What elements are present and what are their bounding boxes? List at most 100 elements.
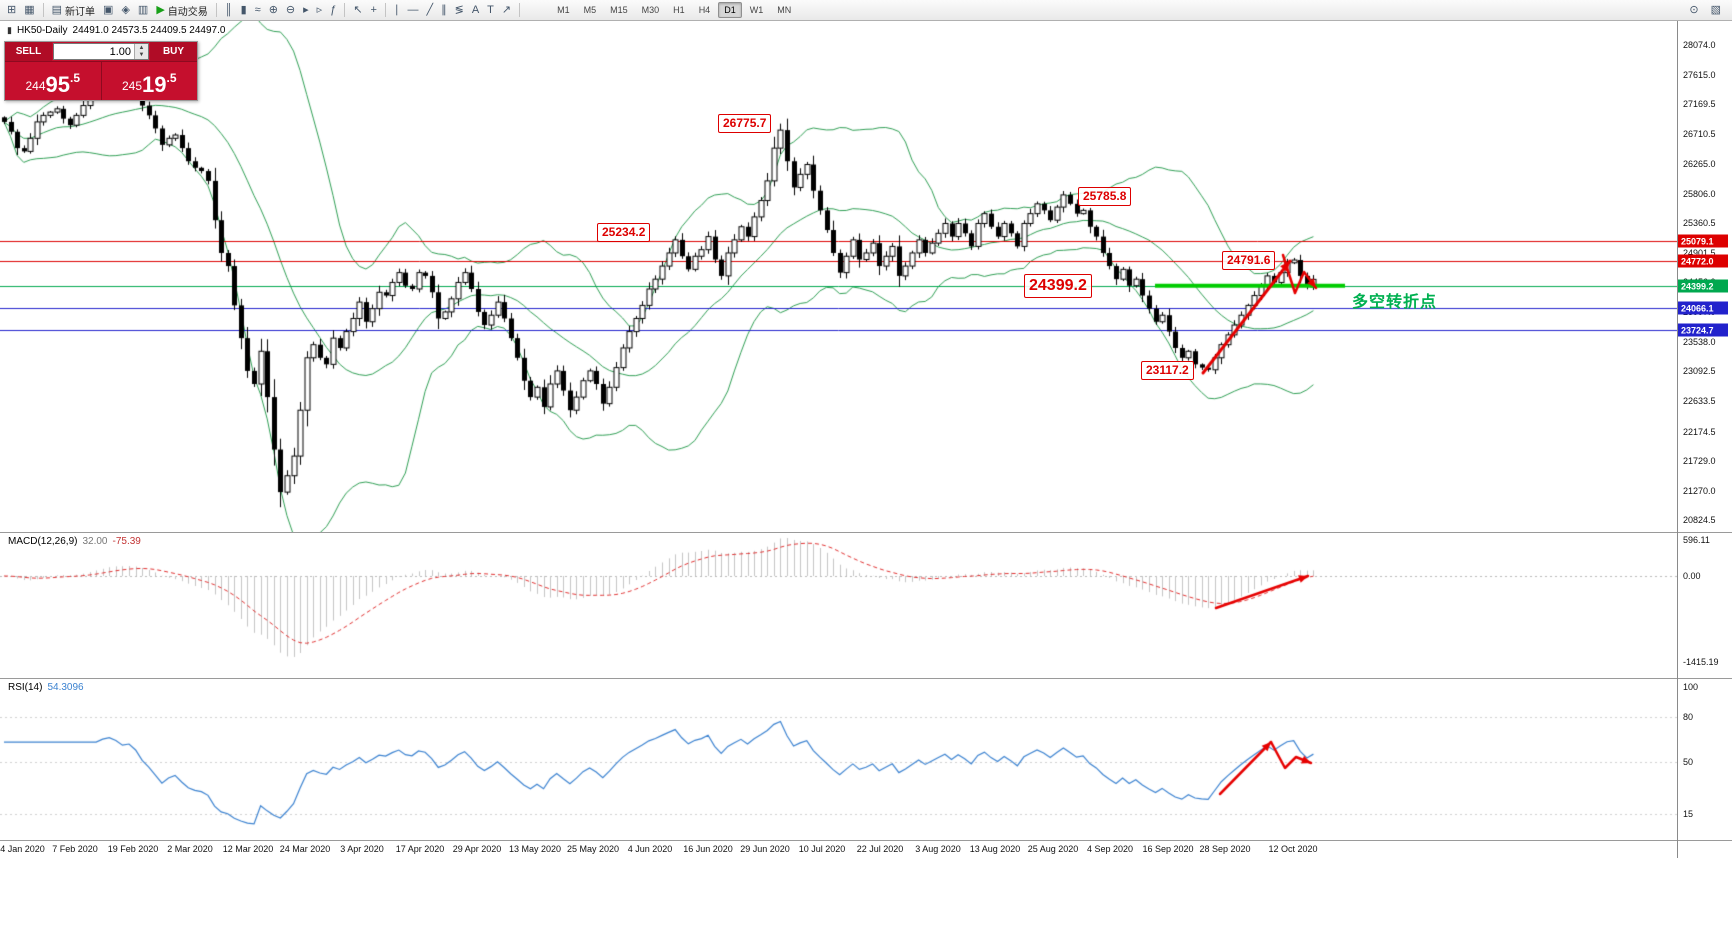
candlestick-mode[interactable]: ▮ xyxy=(237,1,251,20)
volume-value[interactable]: 1.00 xyxy=(109,45,131,58)
volume-field[interactable]: 1.00 ▲ ▼ xyxy=(53,43,149,60)
volume-down-button[interactable]: ▼ xyxy=(135,51,148,59)
date-axis-label: 16 Sep 2020 xyxy=(1142,844,1194,854)
price-note[interactable]: 25234.2 xyxy=(597,223,651,242)
zoom-in[interactable]: ⊕ xyxy=(265,1,282,20)
sell-price-big: 95 xyxy=(45,72,70,97)
new-order[interactable]: ▤ 新订单 xyxy=(48,1,99,20)
auto-trading-icon: ▶ xyxy=(156,3,165,16)
buy-price[interactable]: 245 19 .5 xyxy=(102,62,198,100)
price-note[interactable]: 26775.7 xyxy=(718,114,772,133)
rsi-panel-canvas[interactable] xyxy=(0,679,1677,840)
main-chart-canvas[interactable] xyxy=(0,21,1677,532)
new-chart-icon: ⊞ xyxy=(7,3,17,16)
price-note[interactable]: 24399.2 xyxy=(1024,274,1092,298)
indicators-icon: ƒ xyxy=(330,3,337,16)
layout-switch[interactable]: ▧ xyxy=(1707,1,1725,20)
turning-point-note[interactable]: 多空转折点 xyxy=(1352,294,1438,311)
trade-panel-prices: 244 95 .5 245 19 .5 xyxy=(5,62,197,100)
rsi-indicator-label: RSI(14) 54.3096 xyxy=(6,682,86,693)
price-axis-label: 21729.0 xyxy=(1682,455,1717,466)
price-axis-label: 20824.5 xyxy=(1682,515,1717,525)
rsi-axis-label: 50 xyxy=(1682,756,1695,767)
sell-price[interactable]: 244 95 .5 xyxy=(5,62,102,100)
macd-panel-canvas[interactable] xyxy=(0,533,1677,678)
bar-chart-mode[interactable]: ║ xyxy=(221,1,237,20)
date-axis-label: 2 Mar 2020 xyxy=(167,844,213,854)
text-tool[interactable]: A xyxy=(468,1,483,20)
date-axis-label: 17 Apr 2020 xyxy=(395,844,445,854)
profiles[interactable]: ▦ xyxy=(20,1,38,20)
auto-scroll-icon: ▸ xyxy=(303,3,309,16)
chart-ohlc: 24491.0 24573.5 24409.5 24497.0 xyxy=(72,25,226,36)
zoom-out[interactable]: ⊖ xyxy=(282,1,299,20)
new-chart[interactable]: ⊞ xyxy=(3,1,20,20)
data-window-icon: ◈ xyxy=(121,3,130,16)
profiles-icon: ▦ xyxy=(24,3,35,16)
date-axis-label: 4 Jun 2020 xyxy=(627,844,673,854)
timeframe-d1[interactable]: D1 xyxy=(718,2,742,18)
price-axis-label: 27169.5 xyxy=(1682,99,1717,110)
macd-axis-label: 596.11 xyxy=(1682,535,1711,545)
rsi-axis-label: 80 xyxy=(1682,711,1695,722)
price-note[interactable]: 23117.2 xyxy=(1141,361,1194,380)
panel-separator-macd[interactable] xyxy=(0,532,1732,533)
quick-search[interactable]: ⊙ xyxy=(1685,1,1702,20)
timeframe-w1[interactable]: W1 xyxy=(749,5,764,15)
timeframe-m1[interactable]: M1 xyxy=(557,5,570,15)
macd-axis-label: 0.00 xyxy=(1682,571,1702,581)
timeframe-mn[interactable]: MN xyxy=(777,5,792,15)
timeframe-m5[interactable]: M5 xyxy=(583,5,597,15)
trendline-tool-icon: ╱ xyxy=(426,3,434,16)
price-axis-label: 22633.5 xyxy=(1682,396,1717,407)
sell-button[interactable]: SELL xyxy=(5,42,52,61)
date-axis-label: 16 Jun 2020 xyxy=(683,844,733,854)
line-chart-mode[interactable]: ≈ xyxy=(251,1,265,20)
auto-trading[interactable]: ▶ 自动交易 xyxy=(152,1,211,20)
price-note[interactable]: 24791.6 xyxy=(1222,251,1276,270)
price-axis-label: 22174.5 xyxy=(1682,426,1717,437)
date-axis-label: 22 Jul 2020 xyxy=(856,844,904,854)
timeframe-m30[interactable]: M30 xyxy=(641,5,660,15)
horizontal-line-tool[interactable]: — xyxy=(403,1,422,20)
indicators[interactable]: ƒ xyxy=(326,1,340,20)
panel-separator-rsi[interactable] xyxy=(0,678,1732,679)
crosshair-tool[interactable]: + xyxy=(367,1,381,20)
auto-scroll[interactable]: ▸ xyxy=(299,1,313,20)
sell-price-frac: .5 xyxy=(70,71,81,85)
market-watch[interactable]: ▣ xyxy=(99,1,117,20)
zoom-in-icon: ⊕ xyxy=(268,3,278,16)
cursor-tool[interactable]: ↖ xyxy=(349,1,366,20)
date-axis-label: 10 Jul 2020 xyxy=(798,844,846,854)
buy-button[interactable]: BUY xyxy=(150,42,197,61)
rsi-value: 54.3096 xyxy=(47,682,84,693)
price-axis-border xyxy=(1677,21,1678,858)
line-chart-mode-icon: ≈ xyxy=(254,3,261,16)
channel-tool-icon: ∥ xyxy=(441,3,447,16)
toolbar-items: ⊞ ▦ ▤ 新订单 ▣ ◈ ▥ ▶ 自动交易 ║ ▮ ≈ ⊕ ⊖ ▸ ▹ ƒ ↖ + ∣ — ╱ ∥ ≶ A T ↗ xyxy=(3,1,524,20)
label-tool[interactable]: T xyxy=(483,1,498,20)
date-axis-label: 19 Feb 2020 xyxy=(107,844,159,854)
timeframe-group: M1 M5 M15 M30 H1 H4 D1 W1 MN xyxy=(550,2,798,18)
navigator[interactable]: ▥ xyxy=(134,1,152,20)
price-note[interactable]: 25785.8 xyxy=(1078,187,1132,206)
vertical-line-tool[interactable]: ∣ xyxy=(390,1,404,20)
fibonacci-tool[interactable]: ≶ xyxy=(451,1,468,20)
timeframe-h1[interactable]: H1 xyxy=(673,5,685,15)
date-axis-label: 3 Apr 2020 xyxy=(340,844,384,854)
market-watch-icon: ▣ xyxy=(103,3,114,16)
date-axis-label: 7 Feb 2020 xyxy=(52,844,98,854)
arrows-tool[interactable]: ↗ xyxy=(498,1,515,20)
date-axis-label: 4 Sep 2020 xyxy=(1086,844,1134,854)
timeframe-m15[interactable]: M15 xyxy=(610,5,628,15)
chart-shift[interactable]: ▹ xyxy=(313,1,327,20)
price-axis-tag: 24399.2 xyxy=(1678,279,1728,293)
timeframe-h4[interactable]: H4 xyxy=(698,5,711,15)
channel-tool[interactable]: ∥ xyxy=(437,1,451,20)
trendline-tool[interactable]: ╱ xyxy=(422,1,437,20)
volume-up-button[interactable]: ▲ xyxy=(135,44,148,52)
toolbar-right: ⊙ ▧ xyxy=(1685,1,1729,20)
data-window[interactable]: ◈ xyxy=(117,1,133,20)
date-axis-label: 25 Aug 2020 xyxy=(1027,844,1079,854)
sell-price-prefix: 244 xyxy=(25,79,46,93)
